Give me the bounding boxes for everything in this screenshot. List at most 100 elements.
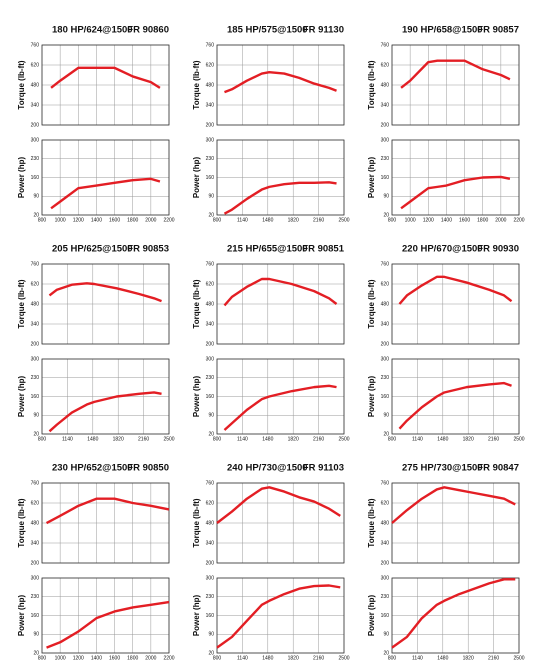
y-axis-label: Torque (lb-ft) (17, 498, 26, 548)
y-tick-label: 480 (381, 82, 390, 88)
x-tick-label: 1800 (127, 655, 138, 661)
x-tick-label: 1480 (262, 217, 273, 223)
y-tick-label: 620 (206, 62, 215, 68)
y-tick-label: 90 (33, 632, 39, 638)
y-tick-label: 20 (208, 650, 214, 656)
chart-code: FR 90850 (127, 463, 169, 474)
x-tick-label: 1820 (288, 655, 299, 661)
y-axis-label: Torque (lb-ft) (17, 60, 26, 110)
y-tick-label: 620 (381, 62, 390, 68)
chart-title: 180 HP/624@1500 (52, 25, 133, 36)
plot-frame (391, 358, 520, 435)
y-tick-label: 300 (31, 137, 40, 143)
y-axis-label: Power (hp) (192, 376, 201, 418)
y-tick-label: 90 (383, 632, 389, 638)
y-tick-label: 620 (381, 500, 390, 506)
line-series (48, 282, 162, 303)
x-tick-label: 1400 (441, 217, 452, 223)
y-tick-label: 760 (381, 261, 390, 267)
chart-code: FR 90857 (477, 25, 519, 36)
x-tick-label: 1480 (437, 655, 448, 661)
plot-frame (41, 358, 170, 435)
x-tick-label: 1480 (262, 436, 273, 442)
x-tick-label: 800 (38, 655, 47, 661)
y-tick-label: 230 (31, 156, 40, 162)
chart-code: FR 91103 (303, 463, 344, 474)
y-tick-label: 160 (31, 175, 40, 181)
x-tick-label: 1140 (237, 436, 248, 442)
line-series (50, 66, 161, 89)
y-tick-label: 160 (381, 175, 390, 181)
y-tick-label: 200 (206, 560, 215, 566)
x-tick-label: 1820 (288, 436, 299, 442)
y-tick-label: 480 (206, 301, 215, 307)
x-tick-label: 1400 (91, 217, 102, 223)
y-tick-label: 480 (31, 301, 40, 307)
y-tick-label: 200 (31, 122, 40, 128)
line-series (400, 59, 511, 89)
chart-title: 205 HP/625@1500 (52, 244, 133, 255)
y-tick-label: 300 (381, 137, 390, 143)
y-tick-label: 620 (381, 281, 390, 287)
x-tick-label: 1600 (109, 217, 120, 223)
y-tick-label: 90 (33, 413, 39, 419)
x-tick-label: 1140 (412, 436, 423, 442)
y-tick-label: 230 (206, 594, 215, 600)
chart-code: FR 91130 (303, 25, 344, 36)
chart-title: 275 HP/730@1500 (402, 463, 483, 474)
chart-title: 220 HP/670@1500 (402, 244, 483, 255)
x-tick-label: 2500 (338, 436, 349, 442)
chart-code: FR 90847 (477, 463, 519, 474)
y-tick-label: 90 (208, 413, 214, 419)
x-tick-label: 1000 (405, 217, 416, 223)
x-tick-label: 1140 (62, 436, 73, 442)
x-tick-label: 1000 (55, 655, 66, 661)
y-tick-label: 200 (31, 560, 40, 566)
x-tick-label: 2500 (513, 655, 524, 661)
chart-title: 190 HP/658@1500 (402, 25, 483, 36)
line-series (398, 381, 512, 430)
x-tick-label: 800 (388, 655, 397, 661)
line-series (391, 486, 516, 524)
y-axis-label: Torque (lb-ft) (367, 498, 376, 548)
y-tick-label: 760 (31, 480, 40, 486)
y-tick-label: 90 (33, 194, 39, 200)
y-tick-label: 20 (208, 431, 214, 437)
y-tick-label: 200 (381, 560, 390, 566)
y-tick-label: 300 (206, 356, 215, 362)
x-tick-label: 2000 (145, 655, 156, 661)
y-axis-label: Torque (lb-ft) (192, 60, 201, 110)
plot-frame (41, 44, 170, 126)
x-tick-label: 1600 (109, 655, 120, 661)
y-axis-label: Torque (lb-ft) (192, 498, 201, 548)
y-tick-label: 200 (206, 122, 215, 128)
y-tick-label: 300 (381, 356, 390, 362)
y-tick-label: 20 (33, 212, 39, 218)
chart-title: 240 HP/730@1500 (227, 463, 308, 474)
y-tick-label: 20 (383, 650, 389, 656)
line-series (224, 70, 337, 94)
x-tick-label: 800 (213, 436, 222, 442)
y-tick-label: 160 (206, 175, 215, 181)
y-tick-label: 230 (206, 375, 215, 381)
y-tick-label: 760 (381, 480, 390, 486)
y-tick-label: 620 (31, 500, 40, 506)
x-tick-label: 800 (388, 217, 397, 223)
y-tick-label: 20 (383, 431, 389, 437)
x-tick-label: 1140 (412, 655, 423, 661)
chart-code: FR 90930 (477, 244, 519, 255)
y-tick-label: 340 (206, 540, 215, 546)
x-tick-label: 2160 (313, 655, 324, 661)
plot-frame (391, 44, 520, 126)
x-tick-label: 1480 (437, 436, 448, 442)
y-tick-label: 340 (381, 540, 390, 546)
x-tick-label: 800 (388, 436, 397, 442)
y-tick-label: 620 (31, 62, 40, 68)
y-axis-label: Power (hp) (17, 376, 26, 418)
y-tick-label: 340 (381, 321, 390, 327)
x-tick-label: 2500 (163, 436, 174, 442)
y-tick-label: 340 (31, 540, 40, 546)
y-axis-label: Torque (lb-ft) (17, 279, 26, 329)
y-tick-label: 760 (206, 480, 215, 486)
